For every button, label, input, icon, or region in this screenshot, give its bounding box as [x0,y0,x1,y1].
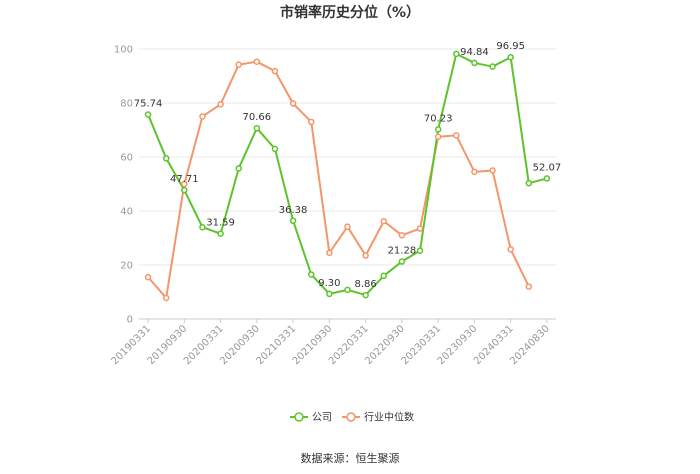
data-point [144,273,152,281]
data-label: 75.74 [134,99,163,110]
series-line-0 [147,52,548,297]
data-point [326,290,333,298]
data-label: 70.23 [424,113,453,124]
data-point [307,118,315,126]
data-point [199,223,206,231]
y-tick-label: 40 [120,207,133,218]
data-point [489,63,496,70]
series-lines [147,52,548,299]
data-point [507,53,514,61]
data-point [289,100,297,107]
x-tick-label: 20240830 [508,323,552,367]
data-point [489,167,496,174]
data-point [344,286,351,294]
data-point [181,180,188,188]
data-point [525,179,533,187]
data-point [398,232,406,239]
chart-title: 市销率历史分位（%） [280,4,420,21]
data-label: 94.84 [460,47,489,58]
data-point [235,165,242,172]
data-labels: 75.74 47.71 31.59 70.66 36.38 9.30 8.86 21.28 70… [134,41,562,290]
y-tick-label: 20 [120,261,133,272]
data-point [543,175,551,182]
data-label: 9.30 [318,278,340,289]
legend-item-0[interactable]: 公司 [290,412,332,424]
legend-item-1[interactable]: 行业中位数 [342,411,414,424]
data-point [380,218,388,225]
data-label: 47.71 [170,174,199,185]
data-point [434,126,442,133]
data-point [253,58,261,65]
data-point [289,217,297,225]
data-point [217,101,224,108]
data-point [144,111,152,118]
y-tick-label: 80 [120,99,133,110]
data-point [471,168,478,176]
data-point [434,133,442,140]
data-point [362,291,369,299]
data-point [271,67,279,75]
data-label: 70.66 [243,112,272,123]
y-axis-ticks: 0 20 40 60 80 100 [114,45,133,326]
data-point [471,59,478,67]
source-note: 数据来源：恒生聚源 [301,451,400,465]
data-label: 8.86 [354,279,376,290]
data-point [162,155,170,162]
legend-label: 公司 [312,413,332,424]
y-tick-label: 0 [127,315,133,326]
data-point [362,252,369,259]
data-point [525,283,533,290]
legend[interactable]: 公司 行业中位数 [290,411,414,424]
data-point [453,132,460,139]
data-point [217,230,224,237]
x-axis: 2019033120190930202003312020093020210331… [109,319,552,367]
data-point [398,258,406,265]
series-line-1 [147,60,530,299]
data-point [235,61,242,68]
y-tick-label: 100 [114,45,133,56]
data-label: 96.95 [496,41,525,52]
data-point [271,145,279,153]
data-point [507,246,514,253]
data-label: 52.07 [533,162,562,173]
legend-marker [294,412,304,422]
y-tick-label: 60 [120,153,133,164]
data-point [307,271,315,278]
data-point [181,186,188,194]
data-point [199,113,206,120]
data-point [416,225,424,232]
legend-label: 行业中位数 [364,411,414,424]
data-point [344,223,351,230]
data-point [326,249,333,257]
data-point [162,294,170,302]
data-point [380,272,388,280]
grid [139,48,556,320]
data-label: 36.38 [279,205,308,216]
data-label: 21.28 [388,246,417,257]
data-point [416,247,424,254]
data-point [453,50,460,58]
data-point [253,124,261,132]
data-label: 31.59 [206,218,235,229]
series-points [144,50,551,302]
legend-marker [346,412,356,422]
